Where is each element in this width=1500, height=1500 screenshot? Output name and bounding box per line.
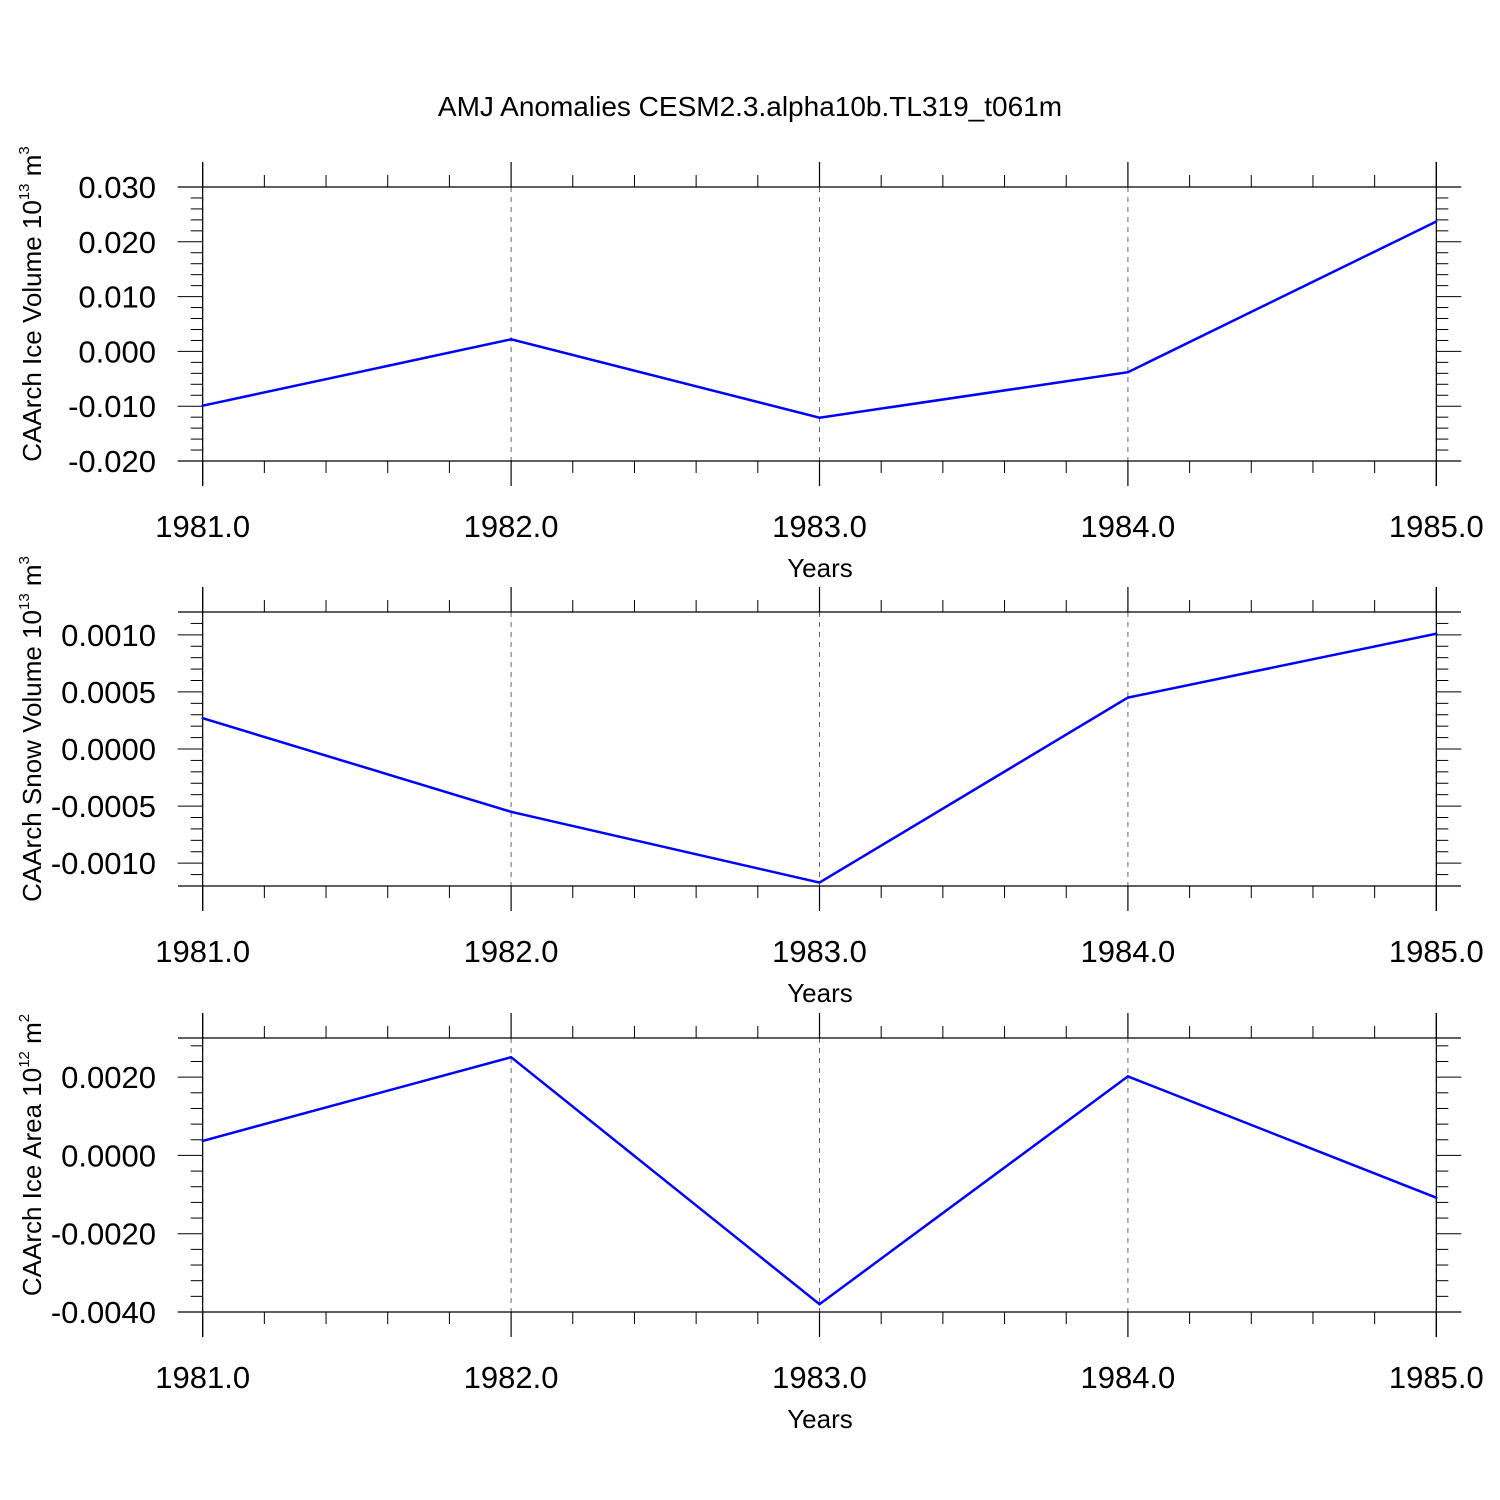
data-point	[509, 810, 513, 813]
x-tick-label: 1981.0	[155, 509, 250, 544]
data-point	[509, 338, 513, 341]
y-tick-label: 0.0000	[61, 732, 156, 767]
x-tick-label: 1985.0	[1389, 1360, 1484, 1395]
x-tick-label: 1983.0	[772, 1360, 867, 1395]
x-axis-title: Years	[787, 1404, 853, 1434]
y-tick-label: 0.010	[78, 280, 156, 315]
x-tick-label: 1982.0	[464, 509, 559, 544]
y-tick-label: 0.0020	[61, 1060, 156, 1095]
data-point	[1126, 1075, 1130, 1078]
y-tick-label: -0.020	[68, 444, 156, 479]
y-tick-label: -0.0010	[51, 846, 156, 881]
y-axis-title: CAArch Ice Volume 1013 m3	[16, 146, 47, 462]
panel-3: 0.0020 0.0000 -0.0020 -0.0040 1981.0 1982.0 19…	[16, 1013, 1484, 1434]
data-point	[818, 416, 821, 419]
data-point	[509, 1055, 513, 1059]
panel-2: 0.0010 0.0005 0.0000 -0.0005 -0.0010 1981.0 19…	[16, 556, 1484, 1008]
x-tick-label: 1982.0	[464, 1360, 559, 1395]
y-tick-label: 0.0010	[61, 618, 156, 653]
y-tick-label: 0.0005	[61, 675, 156, 710]
data-point	[818, 1302, 821, 1306]
x-tick-label: 1982.0	[464, 934, 559, 969]
data-point	[1435, 1196, 1438, 1199]
x-tick-label: 1985.0	[1389, 934, 1484, 969]
x-tick-label: 1981.0	[155, 1360, 250, 1395]
y-tick-label: 0.000	[78, 334, 156, 369]
data-point	[1126, 696, 1130, 699]
x-tick-label: 1984.0	[1080, 934, 1175, 969]
panel-1: 0.030 0.020 0.010 0.000 -0.010 -0.020 1981.0 19…	[16, 146, 1484, 583]
chart-panels: 0.030 0.020 0.010 0.000 -0.010 -0.020 1981.0 19…	[16, 146, 1484, 1434]
y-tick-label: 0.020	[78, 225, 156, 260]
y-tick-label: 0.030	[78, 170, 156, 205]
figure-title: AMJ Anomalies CESM2.3.alpha10b.TL319_t06…	[438, 91, 1062, 122]
data-point	[201, 716, 204, 720]
x-tick-label: 1984.0	[1080, 1360, 1175, 1395]
x-tick-label: 1984.0	[1080, 509, 1175, 544]
y-tick-label: -0.0005	[51, 789, 156, 824]
x-axis-title: Years	[787, 978, 853, 1008]
x-tick-label: 1983.0	[772, 934, 867, 969]
x-tick-label: 1983.0	[772, 509, 867, 544]
x-tick-label: 1981.0	[155, 934, 250, 969]
y-tick-label: -0.0020	[51, 1217, 156, 1252]
y-tick-label: -0.010	[68, 389, 156, 424]
y-axis-title: CAArch Snow Volume 1013 m3	[16, 556, 47, 902]
data-point	[1435, 220, 1438, 223]
data-point	[1126, 371, 1130, 374]
x-tick-label: 1985.0	[1389, 509, 1484, 544]
data-point	[1435, 632, 1438, 635]
x-axis-title: Years	[787, 553, 853, 583]
y-tick-label: 0.0000	[61, 1138, 156, 1173]
data-point	[818, 881, 821, 884]
y-axis-title: CAArch Ice Area 1012 m2	[16, 1014, 47, 1296]
data-point	[201, 1139, 204, 1143]
y-tick-label: -0.0040	[51, 1295, 156, 1330]
data-point	[201, 404, 204, 407]
